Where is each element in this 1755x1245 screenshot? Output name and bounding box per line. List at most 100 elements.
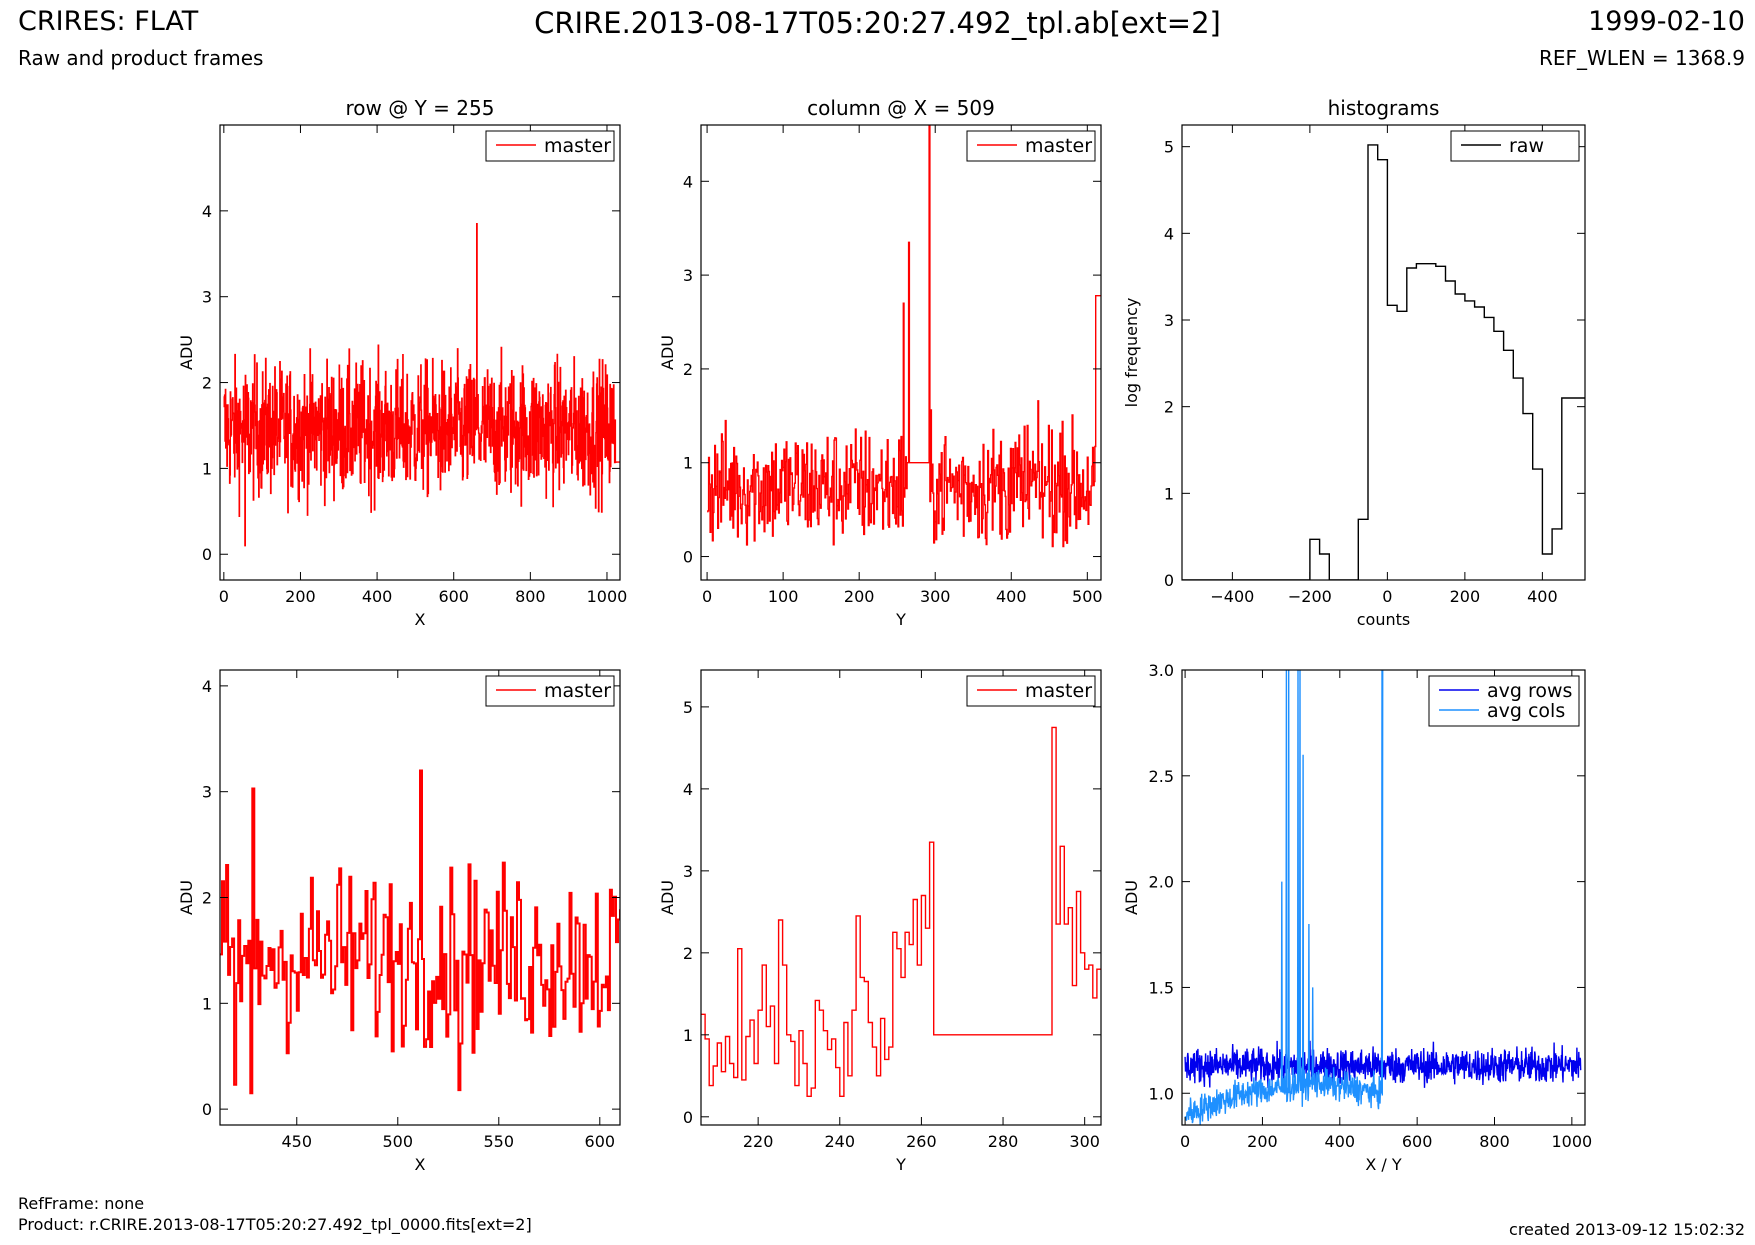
y-axis-label: log frequency — [1122, 298, 1141, 408]
y-tick-label: 4 — [202, 677, 212, 696]
legend: master — [966, 130, 1096, 162]
chart-title: row @ Y = 255 — [346, 96, 495, 120]
chart-column-zoom: 220 240 260 280 300 0 1 2 3 4 5 Y ADU master — [658, 669, 1102, 1174]
x-tick-label: 1000 — [1551, 1132, 1592, 1151]
legend: master — [485, 130, 615, 162]
y-tick-label: 1 — [683, 1026, 693, 1045]
y-tick-label: 2 — [1164, 398, 1174, 417]
legend-label: master — [544, 680, 611, 702]
plot-frame — [700, 124, 1102, 581]
legend-label: avg rows — [1487, 680, 1572, 702]
legend-label: raw — [1509, 135, 1544, 157]
x-axis-label: Y — [895, 1155, 906, 1174]
y-tick-label: 0 — [683, 548, 693, 567]
y-axis-label: ADU — [177, 880, 196, 915]
x-tick-label: 400 — [362, 587, 393, 606]
x-tick-label: 280 — [988, 1132, 1019, 1151]
y-tick-label: 1 — [202, 459, 212, 478]
y-tick-label: 5 — [1164, 138, 1174, 157]
x-tick-label: 600 — [1402, 1132, 1433, 1151]
chart-row-zoom: 450 500 550 600 0 1 2 3 4 X ADU master — [177, 669, 621, 1174]
legend-label: master — [1025, 680, 1092, 702]
y-tick-label: 0 — [202, 1100, 212, 1119]
x-tick-label: −400 — [1210, 587, 1254, 606]
x-tick-label: 240 — [825, 1132, 856, 1151]
report-subtitle: Raw and product frames — [18, 46, 264, 70]
report-date: 1999-02-10 — [1588, 6, 1745, 37]
y-tick-label: 2 — [683, 944, 693, 963]
x-tick-label: 550 — [484, 1132, 515, 1151]
plot-frame — [1181, 124, 1586, 581]
x-axis-label: Y — [895, 610, 906, 629]
x-tick-label: 200 — [1247, 1132, 1278, 1151]
y-tick-label: 1 — [683, 454, 693, 473]
x-tick-label: 400 — [1527, 587, 1558, 606]
x-tick-label: 0 — [219, 587, 229, 606]
refframe-note: RefFrame: none — [18, 1194, 145, 1213]
report-title: CRIRES: FLAT — [18, 6, 199, 37]
series-master — [223, 223, 620, 547]
x-tick-label: 400 — [996, 587, 1027, 606]
ref-wlen: REF_WLEN = 1368.9 — [1538, 46, 1745, 70]
x-tick-label: −200 — [1288, 587, 1332, 606]
x-tick-label: 200 — [844, 587, 875, 606]
y-tick-label: 1 — [1164, 484, 1174, 503]
y-tick-label: 4 — [683, 780, 693, 799]
x-tick-label: 600 — [438, 587, 469, 606]
x-tick-label: 200 — [285, 587, 316, 606]
y-tick-label: 2.0 — [1149, 873, 1174, 892]
x-tick-label: 400 — [1325, 1132, 1356, 1151]
plot-frame — [219, 124, 621, 581]
chart-title: histograms — [1328, 96, 1440, 120]
x-tick-label: 100 — [768, 587, 799, 606]
y-tick-label: 2 — [202, 374, 212, 393]
x-tick-label: 1000 — [587, 587, 628, 606]
x-tick-label: 0 — [702, 587, 712, 606]
y-axis-label: ADU — [177, 335, 196, 370]
x-axis-label: X — [415, 1155, 426, 1174]
y-axis-label: ADU — [658, 335, 677, 370]
x-tick-label: 450 — [281, 1132, 312, 1151]
y-tick-label: 4 — [683, 172, 693, 191]
y-tick-label: 2 — [683, 360, 693, 379]
y-tick-label: 1.0 — [1149, 1084, 1174, 1103]
chart-title: column @ X = 509 — [807, 96, 995, 120]
created-note: created 2013-09-12 15:02:32 — [1509, 1220, 1745, 1239]
chart-histograms: −400 −200 0 200 400 0 1 2 3 4 5 histograms counts log… — [1122, 96, 1586, 629]
x-axis-label: X / Y — [1365, 1155, 1402, 1174]
y-tick-label: 2 — [202, 889, 212, 908]
x-tick-label: 220 — [743, 1132, 774, 1151]
series-master — [701, 726, 1101, 1097]
y-tick-label: 0 — [683, 1108, 693, 1127]
x-tick-label: 500 — [1072, 587, 1103, 606]
chart-averages: 0 200 400 600 800 1000 1.0 1.5 2.0 2.5 3.0 X / Y ADU… — [1122, 661, 1592, 1174]
legend: master — [485, 675, 615, 707]
x-tick-label: 300 — [920, 587, 951, 606]
y-tick-label: 3 — [683, 862, 693, 881]
y-tick-label: 3 — [202, 783, 212, 802]
y-tick-label: 0 — [202, 545, 212, 564]
x-axis-label: X — [415, 610, 426, 629]
y-axis-label: ADU — [1122, 880, 1141, 915]
x-tick-label: 0 — [1382, 587, 1392, 606]
y-tick-label: 3 — [202, 288, 212, 307]
series-raw — [1182, 144, 1585, 580]
legend: master — [966, 675, 1096, 707]
legend-label: master — [544, 135, 611, 157]
legend-label: avg cols — [1487, 700, 1565, 722]
series-master — [707, 125, 1101, 548]
y-axis-label: ADU — [658, 880, 677, 915]
y-tick-label: 4 — [202, 202, 212, 221]
x-tick-label: 300 — [1069, 1132, 1100, 1151]
y-tick-label: 3 — [683, 266, 693, 285]
legend: raw — [1450, 130, 1580, 162]
y-tick-label: 5 — [683, 698, 693, 717]
series-master — [220, 769, 620, 1095]
x-tick-label: 260 — [906, 1132, 937, 1151]
x-tick-label: 200 — [1450, 587, 1481, 606]
legend-label: master — [1025, 135, 1092, 157]
x-tick-label: 600 — [585, 1132, 616, 1151]
y-tick-label: 1.5 — [1149, 978, 1174, 997]
file-name: CRIRE.2013-08-17T05:20:27.492_tpl.ab[ext… — [534, 6, 1221, 40]
